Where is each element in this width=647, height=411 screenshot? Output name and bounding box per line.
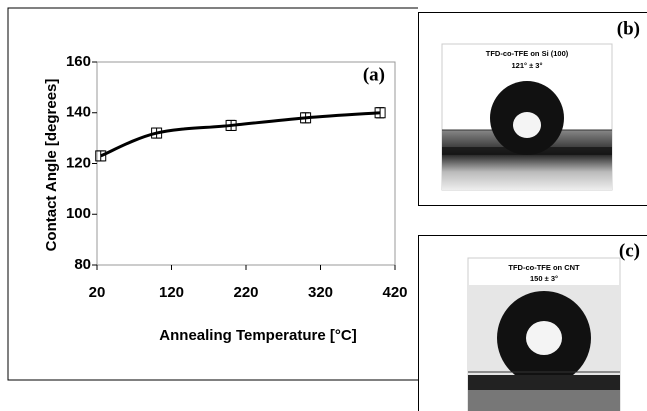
y-tick-label: 160	[66, 53, 91, 70]
data-point	[225, 119, 237, 131]
panel-frame	[7, 7, 418, 381]
x-axis-label: Annealing Temperature [°C]	[159, 327, 356, 344]
x-tick-label: 320	[308, 284, 333, 301]
photo-angle: 150 ± 3°	[530, 274, 558, 283]
chart-title: (a)	[363, 64, 385, 85]
photo-caption: TFD-co-TFE on CNT	[508, 263, 580, 272]
photo-caption: TFD-co-TFE on Si (100)	[486, 49, 569, 58]
data-point	[95, 150, 107, 162]
droplet-photo	[441, 43, 613, 191]
y-axis-label: Contact Angle [degrees]	[43, 79, 60, 252]
x-tick-label: 20	[89, 284, 106, 301]
data-point	[300, 112, 312, 124]
x-tick-label: 220	[233, 284, 258, 301]
panel-label: (c)	[619, 240, 640, 261]
data-point	[374, 107, 386, 119]
y-tick-label: 120	[66, 154, 91, 171]
photo-angle: 121° ± 3°	[512, 61, 543, 70]
plot-area	[96, 61, 396, 266]
y-tick-label: 80	[74, 256, 91, 273]
panel-label: (b)	[617, 18, 640, 39]
x-tick-label: 420	[382, 284, 407, 301]
data-point	[151, 127, 163, 139]
x-tick-label: 120	[159, 284, 184, 301]
y-tick-label: 140	[66, 104, 91, 121]
droplet-photo	[467, 257, 621, 411]
y-tick-label: 100	[66, 205, 91, 222]
